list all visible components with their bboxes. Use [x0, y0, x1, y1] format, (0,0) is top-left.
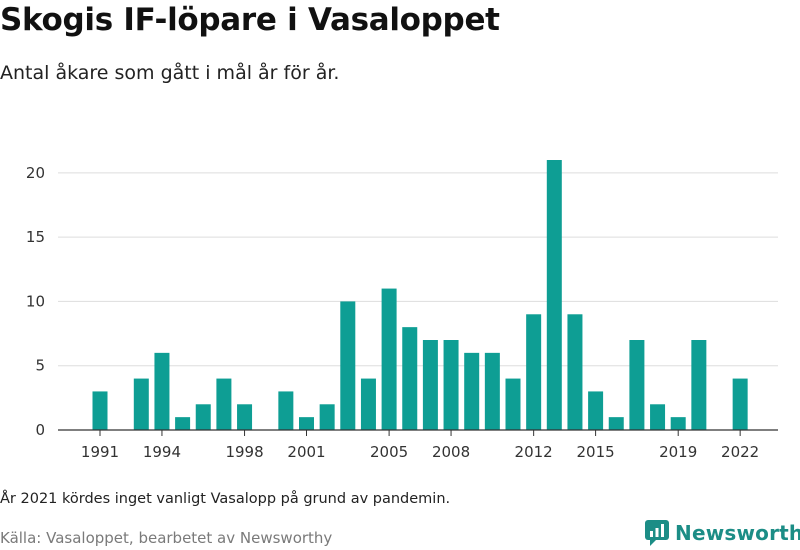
- x-tick-label-1991: 1991: [81, 443, 119, 461]
- x-tick-label-2001: 2001: [287, 443, 325, 461]
- bar-2012: [526, 314, 542, 430]
- bar-1995: [175, 417, 191, 430]
- grid-lines: [58, 172, 778, 367]
- bar-2022: [732, 378, 748, 430]
- bar-2017: [629, 340, 645, 430]
- bar-1998: [237, 404, 253, 430]
- bar-2015: [588, 391, 604, 430]
- bar-2000: [278, 391, 294, 430]
- bar-1994: [154, 352, 170, 430]
- bar-2020: [691, 340, 707, 430]
- bar-2014: [567, 314, 583, 430]
- x-tick-label-2022: 2022: [721, 443, 759, 461]
- y-tick-label-10: 10: [26, 292, 45, 310]
- bar-2002: [319, 404, 335, 430]
- x-tick-label-2019: 2019: [659, 443, 697, 461]
- bar-1996: [195, 404, 211, 430]
- bar-2013: [546, 160, 562, 430]
- x-tick-label-2015: 2015: [577, 443, 615, 461]
- bar-2001: [299, 417, 314, 430]
- bar-2007: [422, 340, 438, 430]
- x-tick-label-1998: 1998: [225, 443, 263, 461]
- bar-2016: [608, 417, 624, 430]
- y-tick-label-20: 20: [26, 164, 45, 182]
- chart-title: Skogis IF-löpare i Vasaloppet: [0, 2, 500, 38]
- x-tick-label-2012: 2012: [515, 443, 553, 461]
- footnote: År 2021 kördes inget vanligt Vasalopp på…: [0, 491, 451, 507]
- bar-1997: [216, 378, 232, 430]
- bar-2004: [360, 378, 376, 430]
- source-credit: Källa: Vasaloppet, bearbetet av Newswort…: [0, 529, 333, 547]
- bar-2008: [443, 340, 459, 430]
- axes: 0 5 10 15 20 1991 1994 1998 2001 2005 2008 2012 2015…: [26, 164, 778, 461]
- x-tick-label-2008: 2008: [432, 443, 470, 461]
- logo-text: Newsworthy: [675, 521, 800, 545]
- bar-1993: [133, 378, 149, 430]
- bar-2019: [670, 417, 686, 430]
- bars: [92, 160, 748, 430]
- y-tick-label-5: 5: [35, 357, 45, 375]
- chart-subtitle: Antal åkare som gått i mål år för år.: [0, 62, 340, 84]
- bar-2005: [381, 288, 397, 430]
- bar-2006: [402, 327, 418, 430]
- newsworthy-logo: Newsworthy: [645, 520, 800, 546]
- x-tick-label-2005: 2005: [370, 443, 408, 461]
- y-tick-label-15: 15: [26, 228, 45, 246]
- newsworthy-logo-icon: [645, 520, 669, 546]
- bar-1991: [92, 391, 108, 430]
- bar-2009: [464, 352, 480, 430]
- bar-2003: [340, 301, 356, 430]
- bar-2011: [505, 378, 521, 430]
- bar-2010: [484, 352, 500, 430]
- x-tick-label-1994: 1994: [143, 443, 181, 461]
- bar-2018: [650, 404, 666, 430]
- y-tick-label-0: 0: [35, 421, 45, 439]
